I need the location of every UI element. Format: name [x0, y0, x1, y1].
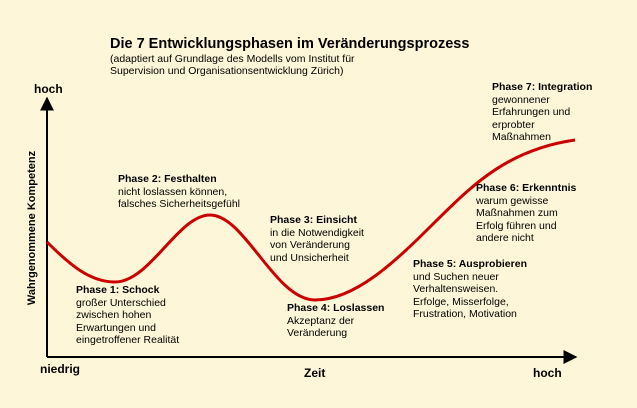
y-axis-title: Wahrgenommene Kompetenz — [26, 150, 38, 306]
x-axis-high-label: hoch — [533, 366, 562, 380]
phase-3-label: Phase 3: Einsicht in die Notwendigkeit v… — [270, 214, 364, 264]
phase-5-title: Phase 5: Ausprobieren — [413, 258, 527, 270]
phase-1-title: Phase 1: Schock — [76, 284, 160, 296]
diagram-title: Die 7 Entwicklungsphasen im Veränderungs… — [110, 36, 470, 52]
phase-1-desc: großer Unterschied zwischen hohen Erwart… — [76, 296, 180, 347]
phase-3-title: Phase 3: Einsicht — [270, 214, 357, 226]
phase-4-desc: Akzeptanz der Veränderung — [287, 314, 355, 340]
phase-2-label: Phase 2: Festhalten nicht loslassen könn… — [118, 173, 240, 211]
phase-4-title: Phase 4: Loslassen — [287, 302, 385, 314]
phase-3-desc: in die Notwendigkeit von Veränderung und… — [270, 226, 364, 264]
phase-6-label: Phase 6: Erkenntnis warum gewisse Maßnah… — [476, 182, 576, 245]
phase-2-desc: nicht loslassen können, falsches Sicherh… — [118, 185, 240, 211]
phase-2-title: Phase 2: Festhalten — [118, 173, 217, 185]
diagram-subtitle: (adaptiert auf Grundlage des Modells vom… — [110, 53, 355, 77]
phase-7-label: Phase 7: Integration gewonnener Erfahrun… — [492, 81, 592, 144]
phase-4-label: Phase 4: Loslassen Akzeptanz der Verände… — [287, 302, 384, 340]
phase-7-title: Phase 7: Integration — [492, 81, 593, 93]
phase-5-desc: und Suchen neuer Verhaltensweisen. Erfol… — [413, 270, 517, 321]
phase-6-desc: warum gewisse Maßnahmen zum Erfolg führe… — [476, 194, 558, 245]
x-axis-title: Zeit — [304, 366, 326, 380]
phase-7-desc: gewonnener Erfahrungen und erprobter Maß… — [492, 93, 571, 144]
phase-6-title: Phase 6: Erkenntnis — [476, 182, 577, 194]
axis-low-label: niedrig — [40, 362, 81, 376]
phase-5-label: Phase 5: Ausprobieren und Suchen neuer V… — [413, 258, 527, 321]
y-axis-high-label: hoch — [34, 82, 63, 96]
competence-curve — [45, 138, 576, 302]
phase-1-label: Phase 1: Schock großer Unterschied zwisc… — [76, 284, 179, 347]
